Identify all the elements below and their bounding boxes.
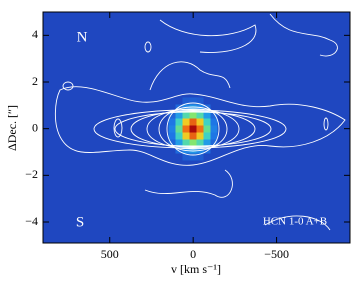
image-pixel — [182, 104, 190, 112]
image-pixel — [189, 139, 197, 147]
image-pixel — [182, 118, 190, 126]
image-pixel — [196, 104, 204, 112]
contours — [54, 13, 346, 231]
image-pixel — [196, 153, 204, 161]
image — [168, 97, 218, 161]
image-pixel — [203, 104, 211, 112]
image-pixel — [189, 125, 197, 133]
image-pixel — [175, 132, 183, 140]
image-pixel — [189, 111, 197, 119]
image-pixel — [175, 111, 183, 119]
y-tick-label: −2 — [25, 167, 38, 181]
image-pixel — [168, 132, 176, 140]
image-pixel — [168, 118, 176, 126]
image-pixel — [168, 125, 176, 133]
image-pixel — [203, 139, 211, 147]
image-pixel — [168, 111, 176, 119]
image-pixel — [175, 104, 183, 112]
plot-frame — [42, 11, 351, 244]
image-pixel — [210, 118, 218, 126]
image-pixel — [189, 146, 197, 154]
x-tick-label: 500 — [101, 247, 119, 261]
image-pixel — [175, 125, 183, 133]
y-axis-label: ΔDec. [″] — [5, 105, 19, 151]
image-pixel — [182, 125, 190, 133]
annotation: S — [76, 214, 84, 230]
image-pixel — [182, 146, 190, 154]
y-tick-label: 4 — [32, 27, 38, 41]
image-pixel — [189, 132, 197, 140]
image-pixel — [182, 111, 190, 119]
x-tick-label: 0 — [190, 247, 196, 261]
y-tick-label: −4 — [25, 214, 38, 228]
image-pixel — [189, 104, 197, 112]
image-pixel — [210, 139, 218, 147]
image-pixel — [196, 139, 204, 147]
image-pixel — [210, 132, 218, 140]
x-tick-label: −500 — [264, 247, 289, 261]
image-pixel — [203, 111, 211, 119]
image-pixel — [182, 153, 190, 161]
image-pixel — [182, 139, 190, 147]
annotation: N — [77, 29, 88, 45]
x-axis-label: v [km s⁻¹] — [171, 262, 221, 276]
image-pixel — [196, 125, 204, 133]
image-pixel — [203, 118, 211, 126]
image-pixel — [168, 139, 176, 147]
image-pixel — [196, 118, 204, 126]
image-pixel — [189, 153, 197, 161]
y-tick-label: 0 — [32, 120, 38, 134]
image-pixel — [189, 97, 197, 105]
image-pixel — [203, 125, 211, 133]
image-pixel — [196, 146, 204, 154]
image-pixel — [196, 111, 204, 119]
image-pixel — [175, 146, 183, 154]
image-pixel — [175, 118, 183, 126]
image-pixel — [182, 97, 190, 105]
y-tick-label: 2 — [32, 74, 38, 88]
image-pixel — [175, 139, 183, 147]
image-pixel — [210, 111, 218, 119]
image-pixel — [182, 132, 190, 140]
annotation: HCN 1-0 A+B — [263, 216, 327, 228]
image-pixel — [189, 118, 197, 126]
image-pixel — [196, 132, 204, 140]
image-pixel — [203, 132, 211, 140]
image-pixel — [210, 125, 218, 133]
image-pixel — [196, 97, 204, 105]
image-pixel — [203, 146, 211, 154]
